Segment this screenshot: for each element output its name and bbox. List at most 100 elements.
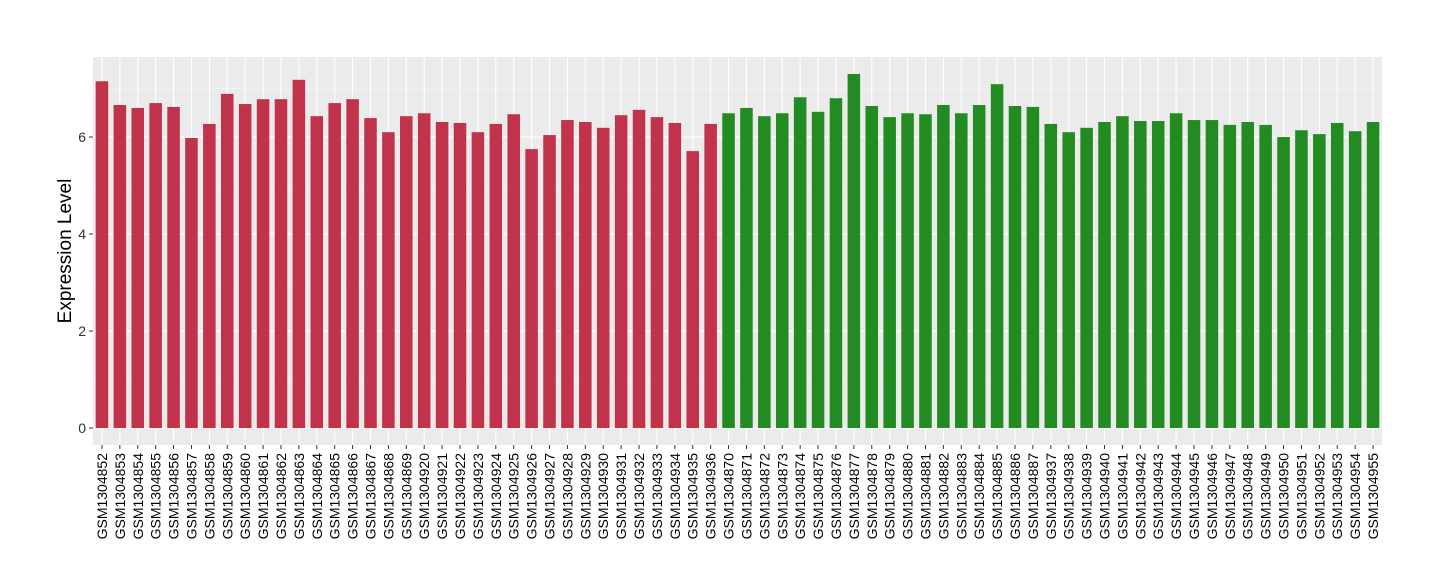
bar xyxy=(1259,124,1272,429)
bar xyxy=(1330,122,1344,429)
bar xyxy=(1187,120,1201,429)
bar xyxy=(131,107,145,429)
bar xyxy=(1313,134,1326,429)
bar xyxy=(811,111,825,429)
bar xyxy=(1295,130,1308,429)
x-tick-label: GSM1304951 xyxy=(1293,453,1309,540)
x-tick-label: GSM1304886 xyxy=(1007,453,1023,540)
x-tick-label: GSM1304865 xyxy=(327,453,343,540)
plot-panel xyxy=(93,57,1382,445)
bar xyxy=(865,105,879,429)
bar xyxy=(579,121,592,429)
bar xyxy=(1348,131,1362,429)
bar xyxy=(1134,121,1147,429)
x-tick-label: GSM1304878 xyxy=(864,453,880,540)
bar xyxy=(740,107,753,429)
x-tick-label: GSM1304946 xyxy=(1204,453,1220,540)
bar xyxy=(221,93,234,429)
x-tick-label: GSM1304954 xyxy=(1347,453,1363,540)
bar xyxy=(1044,123,1058,429)
bar xyxy=(1008,105,1022,429)
bar xyxy=(435,121,449,429)
x-tick-label: GSM1304863 xyxy=(291,453,307,540)
y-tick-label: 6 xyxy=(78,129,86,145)
x-tick-label: GSM1304943 xyxy=(1150,453,1166,540)
y-axis-label: Expression Level xyxy=(55,179,76,324)
x-tick-label: GSM1304945 xyxy=(1186,453,1202,540)
x-tick-label: GSM1304857 xyxy=(183,453,199,540)
bar xyxy=(400,116,413,429)
x-tick-label: GSM1304867 xyxy=(362,453,378,540)
x-tick-label: GSM1304933 xyxy=(649,453,665,540)
x-tick-label: GSM1304882 xyxy=(935,453,951,540)
x-tick-label: GSM1304948 xyxy=(1240,453,1256,540)
bar xyxy=(632,109,646,429)
bar xyxy=(238,104,252,429)
bar xyxy=(901,113,914,429)
bar xyxy=(883,117,896,429)
x-tick-label: GSM1304881 xyxy=(917,453,933,540)
bar xyxy=(310,116,324,429)
x-tick-label: GSM1304887 xyxy=(1025,453,1041,540)
bar xyxy=(793,97,807,429)
x-tick-label: GSM1304883 xyxy=(953,453,969,540)
x-tick-label: GSM1304879 xyxy=(882,453,898,540)
x-tick-label: GSM1304940 xyxy=(1097,453,1113,540)
x-tick-label: GSM1304941 xyxy=(1114,453,1130,540)
x-tick-label: GSM1304860 xyxy=(237,453,253,540)
x-tick-label: GSM1304921 xyxy=(434,453,450,540)
x-tick-label: GSM1304937 xyxy=(1043,453,1059,540)
bar xyxy=(167,106,180,429)
bar xyxy=(1116,116,1129,429)
bar xyxy=(346,99,359,429)
x-tick-label: GSM1304854 xyxy=(130,453,146,540)
x-tick-label: GSM1304922 xyxy=(452,453,468,540)
x-tick-label: GSM1304856 xyxy=(166,453,182,540)
bar xyxy=(256,99,270,429)
x-tick-label: GSM1304852 xyxy=(94,453,110,540)
x-tick-label: GSM1304875 xyxy=(810,453,826,540)
bar xyxy=(1223,124,1237,429)
bar xyxy=(668,122,682,429)
bar xyxy=(1277,137,1290,429)
bar xyxy=(149,103,162,429)
x-tick-label: GSM1304936 xyxy=(703,453,719,540)
x-tick-label: GSM1304873 xyxy=(774,453,790,540)
x-tick-label: GSM1304928 xyxy=(559,453,575,540)
x-tick-label: GSM1304920 xyxy=(416,453,432,540)
bar xyxy=(1205,120,1219,429)
x-tick-label: GSM1304874 xyxy=(792,453,808,540)
x-tick-label: GSM1304923 xyxy=(470,453,486,540)
x-tick-label: GSM1304859 xyxy=(219,453,235,540)
bar xyxy=(1062,132,1075,429)
bar xyxy=(686,151,700,429)
bar xyxy=(937,105,950,429)
x-tick-label: GSM1304938 xyxy=(1061,453,1077,540)
bar xyxy=(274,99,288,429)
x-tick-label: GSM1304868 xyxy=(380,453,396,540)
bar xyxy=(1080,127,1093,429)
bar xyxy=(919,114,932,429)
x-tick-label: GSM1304934 xyxy=(667,453,683,540)
x-tick-label: GSM1304931 xyxy=(613,453,629,540)
y-tick-label: 4 xyxy=(78,226,86,242)
x-tick-label: GSM1304871 xyxy=(738,453,754,540)
bar xyxy=(847,73,861,429)
bar xyxy=(525,149,538,429)
bar xyxy=(471,132,485,429)
x-tick-label: GSM1304861 xyxy=(255,453,271,540)
bar xyxy=(489,123,503,429)
x-tick-label: GSM1304885 xyxy=(989,453,1005,540)
x-tick-label: GSM1304932 xyxy=(631,453,647,540)
x-tick-label: GSM1304855 xyxy=(148,453,164,540)
x-tick-label: GSM1304955 xyxy=(1365,453,1381,540)
bar xyxy=(185,137,198,429)
x-tick-label: GSM1304880 xyxy=(900,453,916,540)
bar xyxy=(507,114,520,429)
x-tick-label: GSM1304924 xyxy=(488,453,504,540)
bar xyxy=(829,98,843,429)
bar xyxy=(1169,113,1183,429)
bar xyxy=(453,122,467,429)
x-tick-label: GSM1304927 xyxy=(542,453,558,540)
x-tick-label: GSM1304884 xyxy=(971,453,987,540)
